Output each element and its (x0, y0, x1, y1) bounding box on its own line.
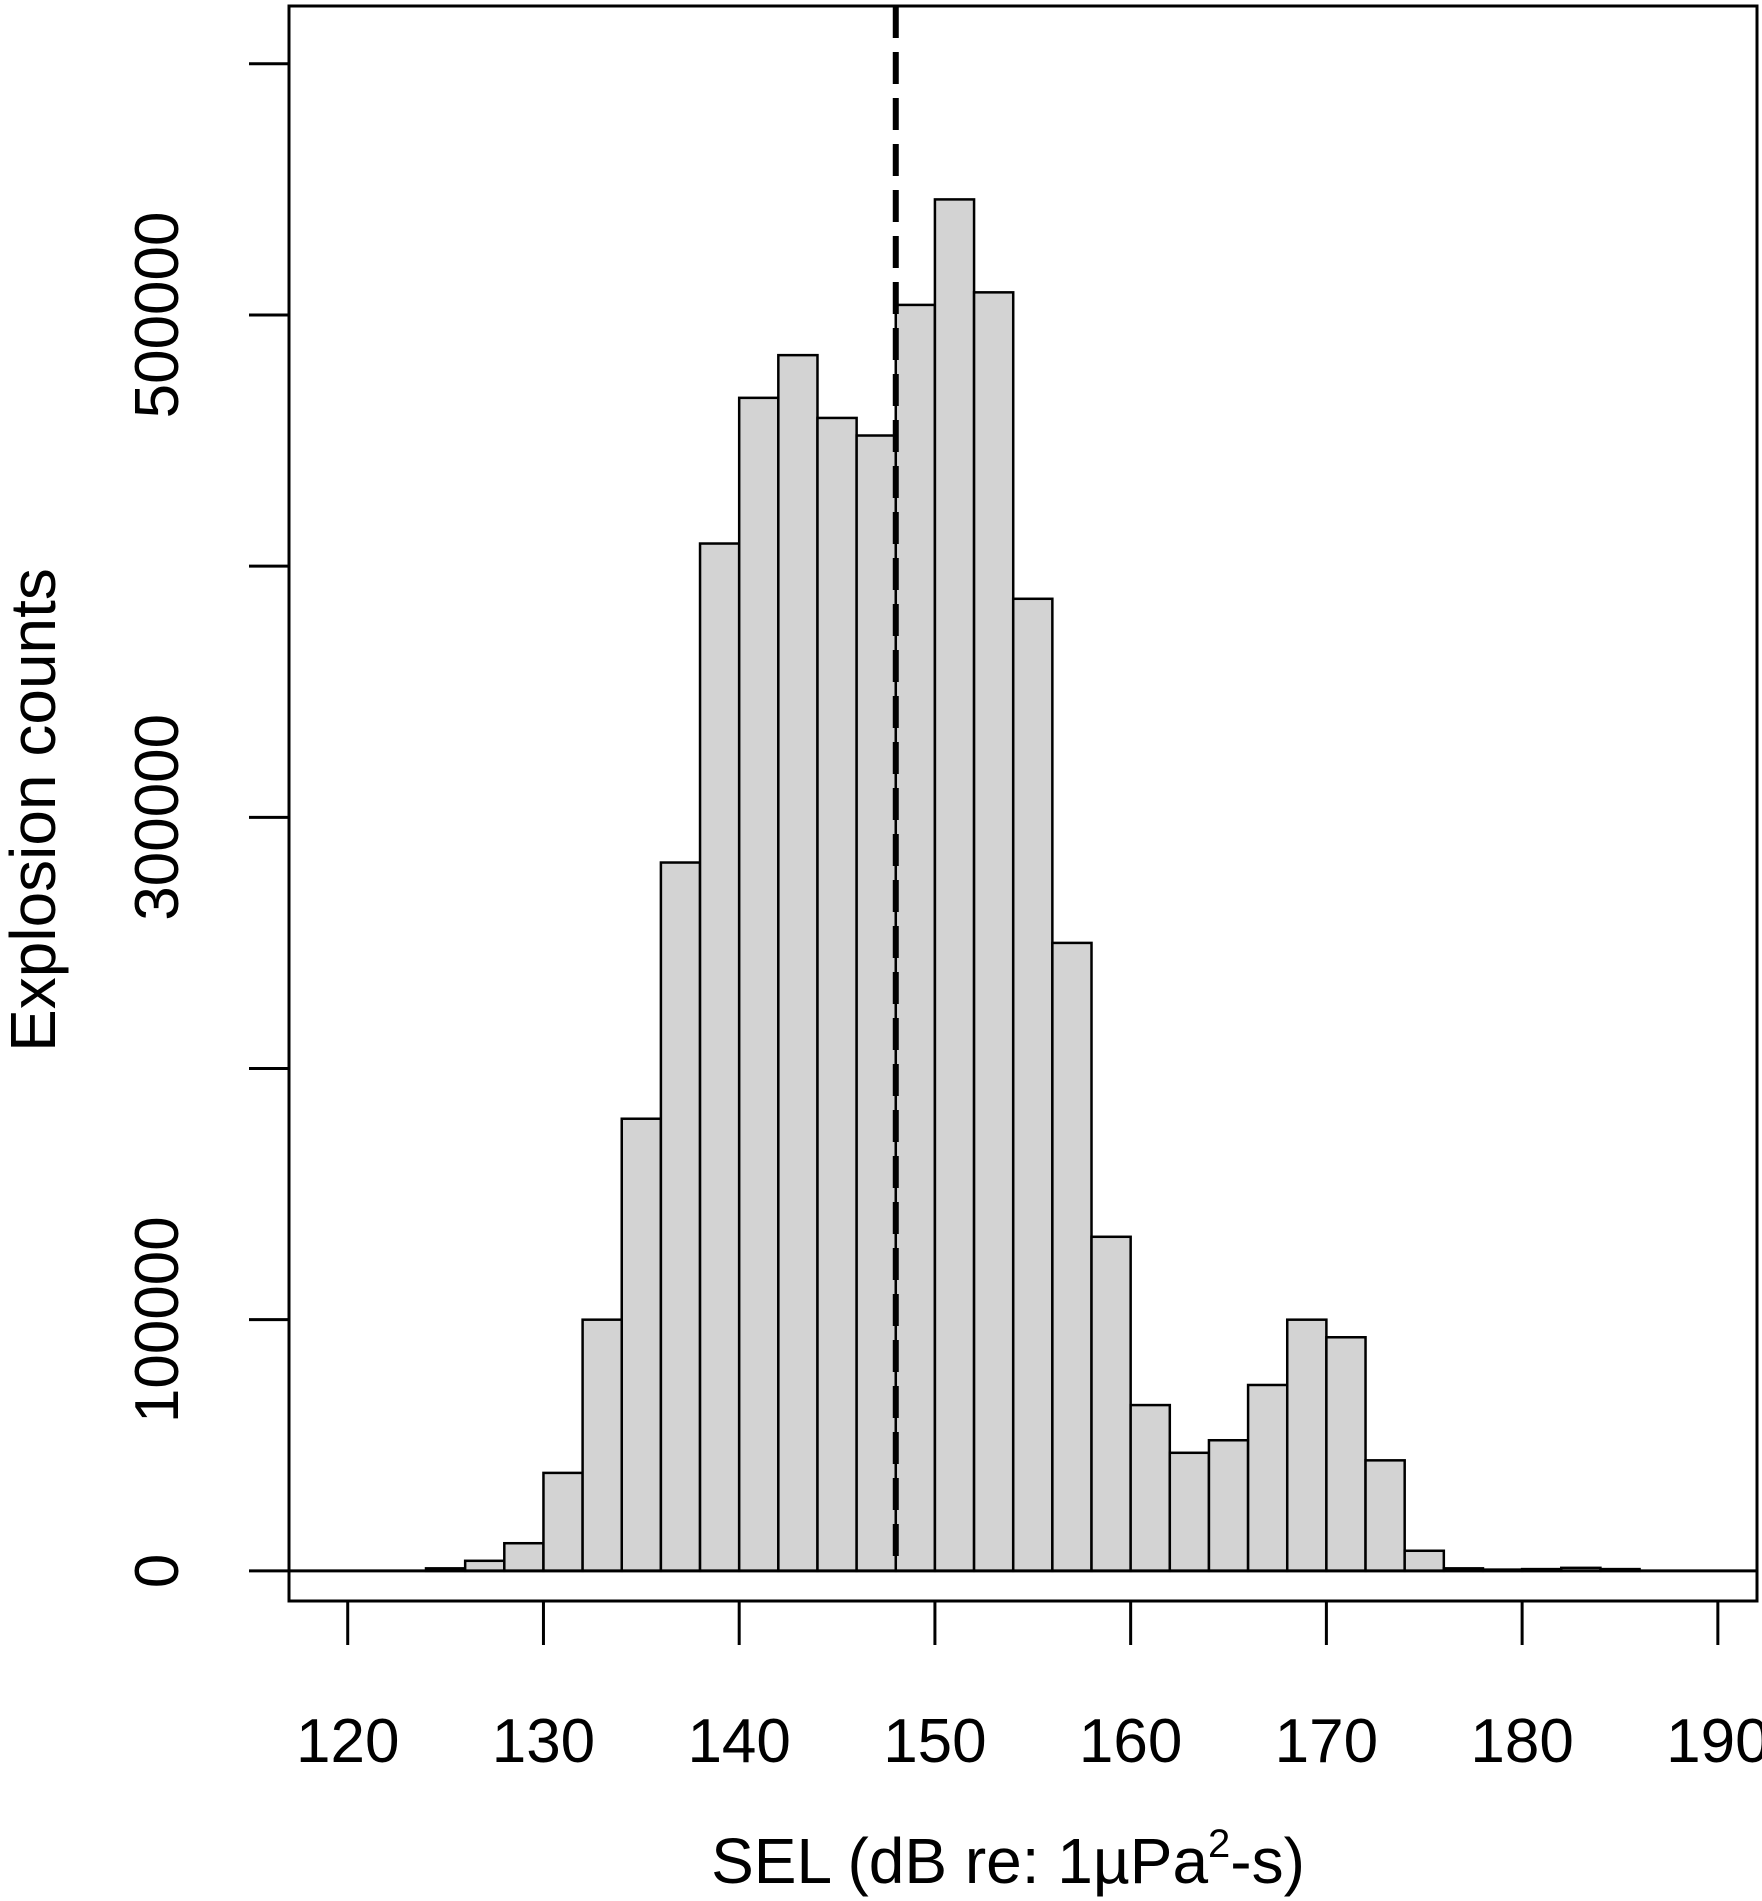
x-tick-label: 140 (687, 1707, 790, 1776)
histogram-bar (1403, 1549, 1446, 1573)
histogram-bar (542, 1471, 584, 1573)
histogram-bar (1285, 1318, 1328, 1573)
histogram-bar (1325, 1336, 1367, 1573)
histogram-bar (1129, 1403, 1172, 1573)
x-tick-label: 190 (1666, 1707, 1762, 1776)
histogram-bar (972, 291, 1015, 1573)
x-axis-label-main: SEL (dB re: 1µPa (711, 1825, 1208, 1897)
histogram-bar (620, 1117, 663, 1573)
y-tick-label: 300000 (123, 714, 192, 921)
histogram-bar (933, 198, 976, 1573)
x-tick-label: 180 (1470, 1707, 1573, 1776)
x-tick-label: 130 (492, 1707, 595, 1776)
histogram-bar (737, 396, 780, 1573)
y-axis-label: Explosion counts (0, 568, 69, 1052)
histogram-bar (503, 1541, 545, 1573)
histogram-bar (1051, 941, 1093, 1573)
y-tick-label: 0 (123, 1554, 192, 1588)
histogram-bar (1168, 1451, 1211, 1573)
histogram-bar (855, 434, 898, 1573)
histogram-bar (1011, 597, 1054, 1573)
x-tick-label: 120 (296, 1707, 399, 1776)
y-tick-label: 100000 (123, 1216, 192, 1423)
histogram-bar (659, 861, 702, 1573)
x-tick-label: 160 (1079, 1707, 1182, 1776)
histogram-bar (1246, 1383, 1289, 1573)
histogram-bar (1090, 1235, 1132, 1573)
x-tick-label: 170 (1275, 1707, 1378, 1776)
x-axis-label: SEL (dB re: 1µPa2-s) (711, 1822, 1305, 1897)
histogram-bar (777, 353, 819, 1573)
histogram-bar (1364, 1459, 1406, 1573)
y-axis: 0 100000 300000 500000 (123, 62, 291, 1588)
bars (424, 198, 1641, 1573)
histogram-bar (1207, 1438, 1250, 1573)
x-axis-label-superscript: 2 (1208, 1822, 1230, 1866)
histogram-bar (816, 416, 858, 1573)
x-axis-label-suffix: -s) (1230, 1825, 1305, 1897)
y-tick-label: 500000 (123, 212, 192, 419)
histogram-bar (894, 303, 937, 1573)
histogram-bar (463, 1559, 506, 1573)
histogram-bar (698, 542, 741, 1573)
histogram-bar (581, 1318, 623, 1573)
x-axis: 120 130 140 150 160 170 180 190 (296, 1599, 1762, 1776)
x-tick-label: 150 (883, 1707, 986, 1776)
